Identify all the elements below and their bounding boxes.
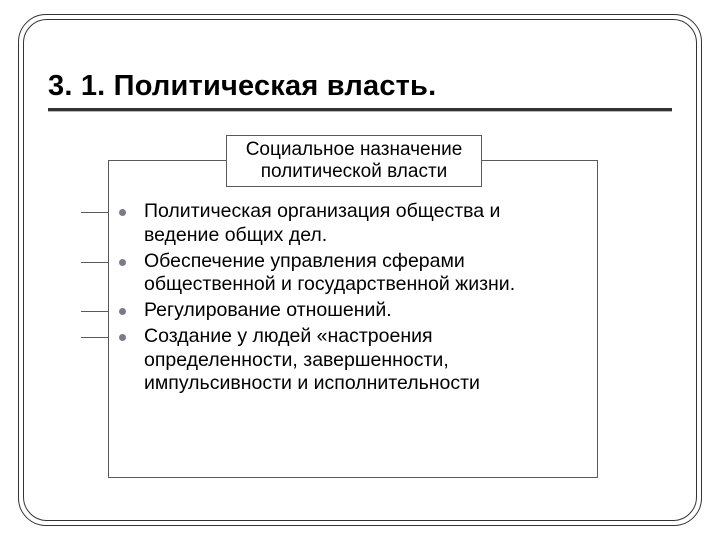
list-item: Политическая организация общества и веде…: [134, 200, 604, 248]
list-item: Обеспечение управления сферами обществен…: [134, 250, 604, 298]
connector-line: [81, 337, 109, 338]
slide-title: 3. 1. Политическая власть.: [48, 70, 672, 103]
list-item-text: Обеспечение управления сферами обществен…: [144, 250, 574, 298]
list-item-text: Создание у людей «настроения определенно…: [144, 325, 574, 396]
connector-line: [81, 262, 109, 263]
bullet-list: Политическая организация общества и веде…: [134, 200, 604, 398]
title-underline-shadow: [48, 111, 672, 112]
list-item: Создание у людей «настроения определенно…: [134, 325, 604, 396]
list-item-text: Регулирование отношений.: [144, 299, 392, 323]
bullet-icon: [119, 259, 126, 266]
bullet-icon: [119, 334, 126, 341]
list-item-text: Политическая организация общества и веде…: [144, 200, 574, 248]
subtitle-box: Социальное назначение политической власт…: [226, 135, 482, 187]
subtitle-text: Социальное назначение политической власт…: [227, 139, 481, 183]
list-item: Регулирование отношений.: [134, 299, 604, 323]
connector-line: [81, 212, 109, 213]
bullet-icon: [119, 209, 126, 216]
connector-line: [81, 311, 109, 312]
